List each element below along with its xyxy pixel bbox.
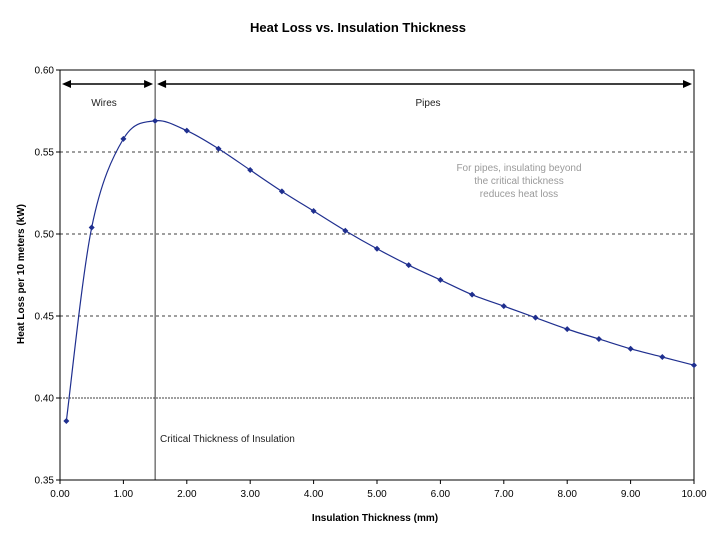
- data-point: [532, 314, 539, 321]
- chart-title: Heat Loss vs. Insulation Thickness: [250, 20, 466, 35]
- x-tick-label: 4.00: [304, 489, 324, 500]
- data-point: [437, 276, 444, 283]
- data-point: [405, 262, 412, 269]
- data-point: [564, 326, 571, 333]
- pipes-label: Pipes: [415, 98, 440, 109]
- axes: 0.35 0.40 0.45 0.50 0.55 0.60 0.00 1.00 2.00 3.00…: [35, 66, 707, 501]
- y-tick-label: 0.35: [35, 476, 55, 487]
- data-point: [278, 188, 285, 195]
- wires-label: Wires: [91, 98, 117, 109]
- data-point: [88, 224, 95, 231]
- data-point: [659, 354, 666, 360]
- x-tick-label: 2.00: [177, 489, 197, 500]
- x-tick-label: 10.00: [681, 489, 706, 500]
- y-tick-label: 0.50: [35, 230, 55, 241]
- x-tick-label: 9.00: [621, 489, 641, 500]
- y-tick-label: 0.40: [35, 394, 55, 405]
- pipes-note-line: the critical thickness: [474, 176, 563, 187]
- gridlines: [60, 151, 694, 399]
- x-tick-label: 1.00: [114, 489, 134, 500]
- x-tick-label: 6.00: [431, 489, 451, 500]
- data-point: [342, 227, 349, 234]
- x-tick-label: 3.00: [240, 489, 260, 500]
- series-line: [65, 120, 695, 422]
- data-point: [374, 245, 380, 252]
- y-tick-label: 0.60: [35, 66, 55, 77]
- x-tick-label: 7.00: [494, 489, 514, 500]
- data-point: [310, 208, 317, 215]
- data-point: [215, 145, 222, 152]
- pipes-note-line: For pipes, insulating beyond: [456, 163, 581, 174]
- y-tick-label: 0.45: [35, 312, 55, 323]
- data-point: [247, 167, 254, 174]
- data-point: [691, 362, 697, 369]
- data-point: [120, 135, 127, 142]
- wires-arrow-head-left: [62, 80, 71, 88]
- pipes-arrow-head-left: [157, 80, 167, 88]
- pipes-note-line: reduces heat loss: [480, 189, 558, 200]
- series-layer: [63, 117, 697, 424]
- data-point: [500, 303, 507, 310]
- critical-thickness-label: Critical Thickness of Insulation: [160, 434, 295, 445]
- wires-arrow-head-right: [144, 80, 154, 88]
- annotations: Wires Pipes Critical Thickness of Insulati…: [62, 70, 692, 480]
- data-point: [595, 335, 602, 342]
- data-point: [63, 417, 70, 424]
- y-axis-title: Heat Loss per 10 meters (kW): [16, 204, 27, 344]
- x-tick-label: 8.00: [557, 489, 577, 500]
- pipes-arrow-head-right: [683, 80, 692, 88]
- x-tick-label: 0.00: [50, 489, 70, 500]
- x-tick-label: 5.00: [367, 489, 387, 500]
- y-tick-label: 0.55: [35, 148, 55, 159]
- data-point: [152, 117, 159, 124]
- x-axis-title: Insulation Thickness (mm): [312, 513, 438, 524]
- data-point: [183, 127, 190, 134]
- data-point: [627, 345, 634, 352]
- data-point: [469, 291, 476, 298]
